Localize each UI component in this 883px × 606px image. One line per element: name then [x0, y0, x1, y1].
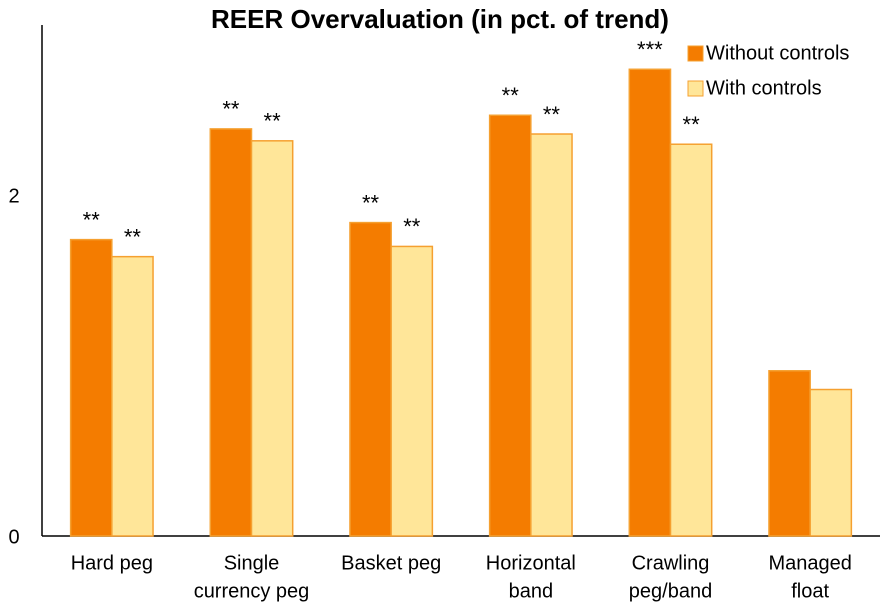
- bar: [768, 370, 811, 537]
- bar: [69, 238, 113, 537]
- bar: [349, 221, 392, 537]
- x-tick-label: Basket peg: [341, 552, 441, 574]
- x-tick-label: Horizontal: [486, 552, 576, 574]
- bar: [628, 68, 672, 537]
- significance-stars: **: [403, 214, 421, 239]
- chart-title: REER Overvaluation (in pct. of trend): [211, 4, 669, 34]
- bar: [209, 128, 253, 537]
- legend-swatch: [687, 80, 704, 97]
- legend-label: Without controls: [706, 42, 849, 64]
- y-tick-label: 2: [8, 186, 19, 208]
- y-tick-label: 0: [8, 526, 19, 548]
- significance-stars: ***: [637, 37, 663, 62]
- significance-stars: **: [222, 97, 240, 122]
- bar: [530, 133, 573, 537]
- bar: [111, 255, 154, 537]
- bar: [488, 114, 532, 537]
- significance-stars: **: [543, 102, 561, 127]
- significance-stars: **: [683, 112, 701, 137]
- x-tick-label: currency peg: [194, 580, 310, 602]
- significance-stars: **: [362, 190, 380, 215]
- x-tick-label: Managed: [768, 552, 851, 574]
- significance-stars: **: [83, 207, 101, 232]
- bar: [250, 140, 294, 537]
- significance-stars: **: [124, 224, 142, 249]
- x-tick-label: Single: [224, 552, 280, 574]
- legend-swatch: [687, 45, 704, 62]
- bar: [669, 143, 713, 537]
- x-tick-label: band: [509, 580, 554, 602]
- x-tick-label: float: [791, 580, 829, 602]
- significance-stars: **: [502, 83, 520, 108]
- bar: [390, 245, 434, 537]
- x-tick-label: Crawling: [632, 552, 710, 574]
- x-tick-label: Hard peg: [71, 552, 153, 574]
- legend-label: With controls: [706, 77, 822, 99]
- significance-stars: **: [264, 109, 282, 134]
- x-tick-label: peg/band: [629, 580, 712, 602]
- bar: [809, 388, 853, 537]
